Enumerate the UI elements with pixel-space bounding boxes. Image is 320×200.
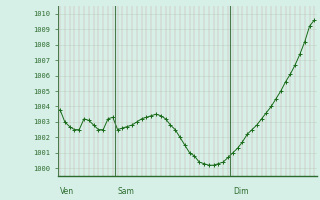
Text: Ven: Ven: [60, 187, 74, 196]
Text: Dim: Dim: [233, 187, 248, 196]
Text: Sam: Sam: [118, 187, 134, 196]
